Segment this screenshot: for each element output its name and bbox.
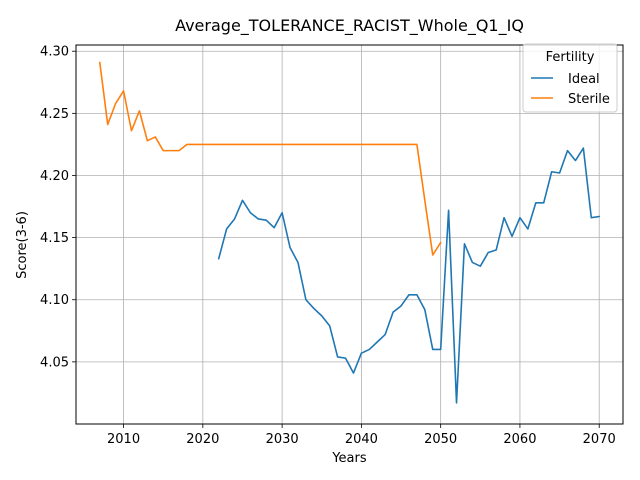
x-tick-label: 2070 (583, 432, 616, 447)
y-tick-label: 4.05 (40, 355, 69, 370)
legend-box (522, 43, 618, 113)
y-axis-label: Score(3-6) (15, 211, 30, 279)
plot-frame (75, 44, 624, 425)
y-tick-label: 4.10 (40, 293, 69, 308)
legend-title: Fertility (546, 50, 595, 65)
series-line-sterile (98, 61, 442, 256)
legend: Fertility Ideal Sterile (522, 43, 618, 113)
x-axis-ticks: 2010 2020 2030 2040 2050 2060 2070 (107, 424, 616, 447)
x-tick-label: 2010 (107, 432, 140, 447)
x-tick-label: 2040 (345, 432, 378, 447)
y-tick-label: 4.20 (40, 169, 69, 184)
grid (76, 45, 623, 424)
series-line-ideal (217, 147, 601, 404)
x-axis-label: Years (331, 451, 367, 466)
legend-label-ideal: Ideal (568, 72, 600, 87)
y-tick-label: 4.25 (40, 107, 69, 122)
x-tick-label: 2060 (503, 432, 536, 447)
chart-title: Average_TOLERANCE_RACIST_Whole_Q1_IQ (175, 16, 524, 36)
series-lines (98, 61, 601, 404)
x-tick-label: 2050 (424, 432, 457, 447)
legend-label-sterile: Sterile (568, 92, 610, 107)
x-tick-label: 2030 (266, 432, 299, 447)
y-axis-ticks: 4.05 4.10 4.15 4.20 4.25 4.30 (40, 45, 76, 370)
y-tick-label: 4.30 (40, 45, 69, 60)
y-tick-label: 4.15 (40, 231, 69, 246)
x-tick-label: 2020 (186, 432, 219, 447)
